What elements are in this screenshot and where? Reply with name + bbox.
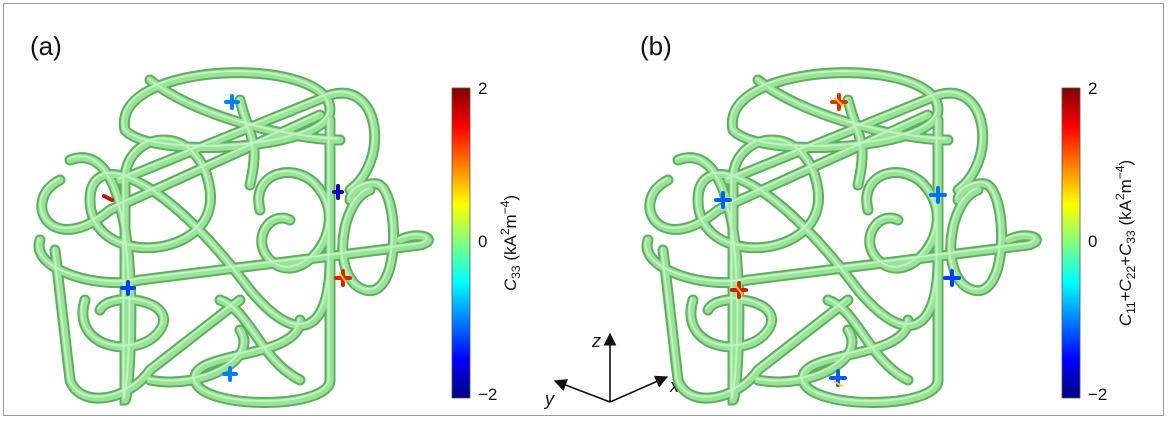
knot-render xyxy=(38,71,429,402)
colorbar-tick-label: 0 xyxy=(478,232,487,251)
text-part: −4 xyxy=(498,200,512,214)
text-part: m xyxy=(501,214,520,228)
colorbar-tick-label: −2 xyxy=(478,385,497,404)
colorbar xyxy=(1061,87,1081,399)
text-part: C xyxy=(1116,278,1135,291)
text-part: ) xyxy=(501,195,520,201)
text-part: C xyxy=(1116,243,1135,256)
axis-label: y xyxy=(543,389,555,409)
text-part: 33 xyxy=(1124,230,1138,244)
axes-triad xyxy=(553,332,669,403)
colorbar-tick-label: 2 xyxy=(1088,79,1097,98)
text-part: 2 xyxy=(498,228,512,235)
text-part: 22 xyxy=(1124,266,1138,280)
colorbar xyxy=(451,87,471,399)
panel-label: (b) xyxy=(640,31,672,61)
colorbar-tick-label: 0 xyxy=(1088,232,1097,251)
text-part: + xyxy=(1116,291,1135,301)
text-part: + xyxy=(1116,256,1135,266)
text-part: (kA xyxy=(1116,199,1135,230)
text-part: C xyxy=(501,278,520,291)
text-part: ) xyxy=(1116,160,1135,166)
panel-label: (a) xyxy=(30,31,62,61)
colorbar-tick-label: 2 xyxy=(478,79,487,98)
text-part: m xyxy=(1116,179,1135,193)
colorbar-title: C11+C22+C33 (kA2m−4) xyxy=(1113,160,1138,326)
text-part: 33 xyxy=(509,265,523,279)
text-part: C xyxy=(1116,313,1135,326)
axis-label: z xyxy=(591,331,601,351)
text-part: 2 xyxy=(1113,193,1127,200)
axis-label: x xyxy=(669,376,680,396)
text-part: (kA xyxy=(501,235,520,266)
text-part: −4 xyxy=(1113,165,1127,179)
knot-render xyxy=(646,71,1037,402)
colorbar-tick-label: −2 xyxy=(1088,385,1107,404)
text-part: 11 xyxy=(1124,301,1138,314)
colorbar-title: C33 (kA2m−4) xyxy=(498,195,523,291)
